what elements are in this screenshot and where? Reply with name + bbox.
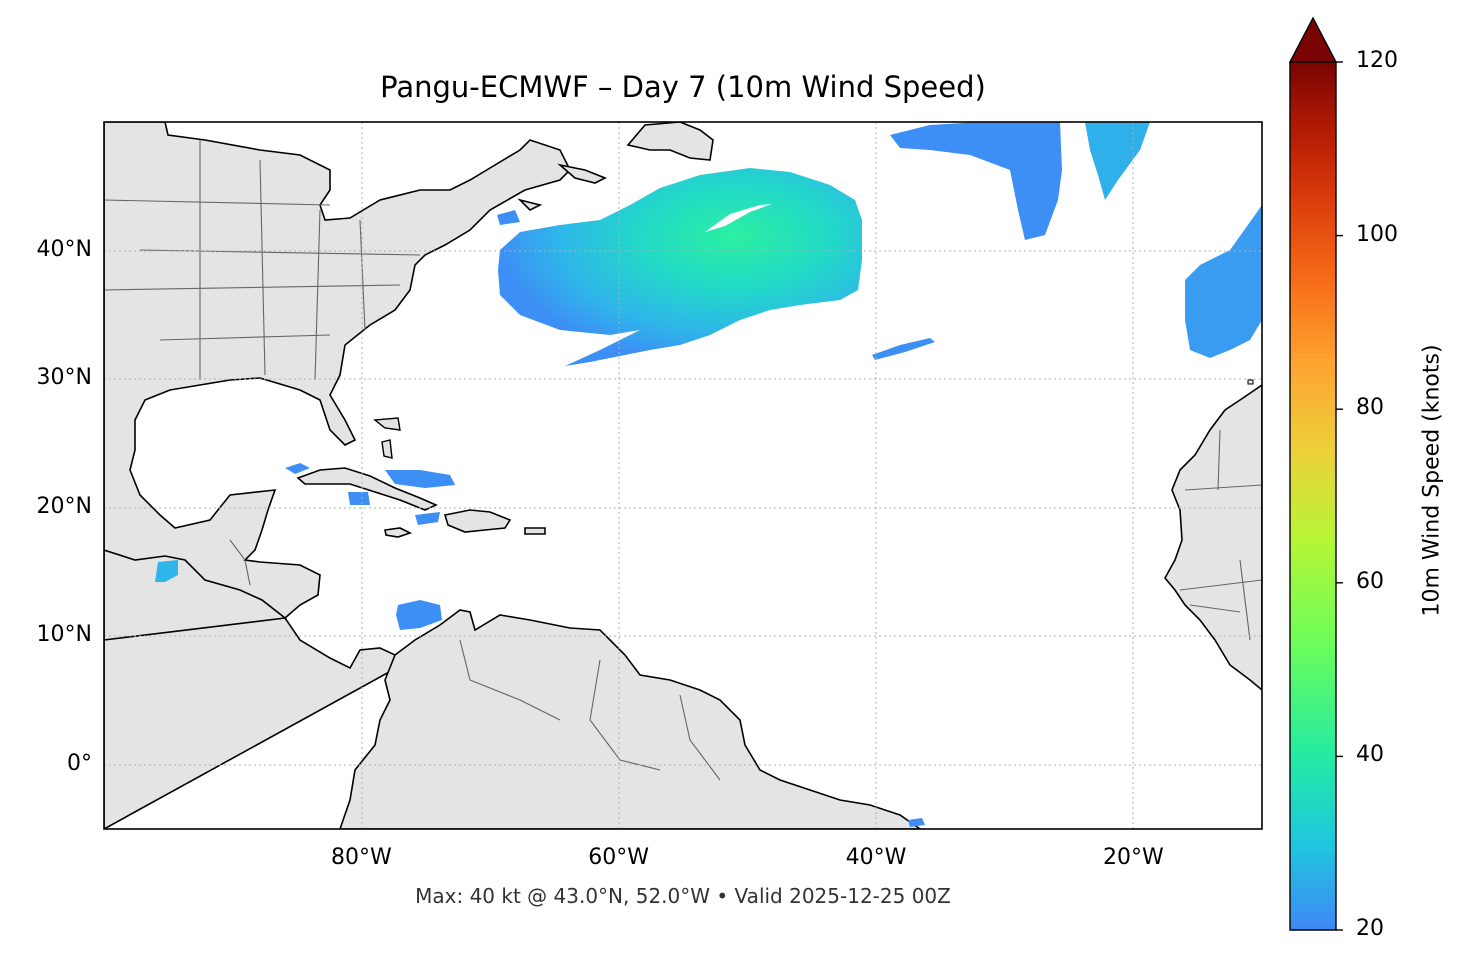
lon-tick-label: 40°W xyxy=(845,845,907,870)
lat-tick-label: 10°N xyxy=(36,622,92,648)
newfoundland-land xyxy=(626,122,714,161)
new-england-wind xyxy=(497,210,520,225)
colorbar-frame xyxy=(1289,62,1337,931)
jamaica-island xyxy=(384,527,413,538)
gridlines xyxy=(104,122,1262,829)
caribbean-wind-3 xyxy=(348,492,370,505)
wind-speed-field xyxy=(155,122,1262,827)
small-wind-patch-1 xyxy=(872,338,935,360)
colorbar-label: 10m Wind Speed (knots) xyxy=(1419,344,1445,617)
colorbar-tick-label: 20 xyxy=(1356,916,1384,941)
east-atlantic-wind-2 xyxy=(1085,122,1150,200)
cyclone-eye-gap xyxy=(705,204,772,232)
lon-tick-label: 80°W xyxy=(330,845,392,870)
south-caribbean-wind xyxy=(396,600,442,630)
caribbean-wind-2 xyxy=(285,463,310,474)
colorbar-tick-label: 100 xyxy=(1356,221,1398,247)
lat-tick-label: 40°N xyxy=(36,236,92,262)
caribbean-wind-1 xyxy=(385,470,455,488)
puerto-rico-island xyxy=(524,527,546,535)
colorbar-tick-label: 40 xyxy=(1356,742,1384,768)
map-layers xyxy=(104,122,1262,829)
map-frame xyxy=(103,121,1263,830)
nova-scotia-land xyxy=(517,163,607,211)
south-atlantic-wind xyxy=(908,818,925,827)
colorbar-tick-label: 120 xyxy=(1356,48,1398,73)
colorbar-tick-label: 60 xyxy=(1356,568,1384,594)
mexico-land xyxy=(104,549,288,641)
lat-tick-label: 0° xyxy=(67,750,92,776)
africa-land xyxy=(1164,384,1262,692)
main-cyclone-wind xyxy=(498,168,862,366)
east-atlantic-wind-1 xyxy=(890,122,1062,240)
chart-title: Pangu-ECMWF – Day 7 (10m Wind Speed) xyxy=(380,70,986,104)
caribbean-wind-4 xyxy=(415,512,440,525)
gulf-tehuantepec-wind xyxy=(155,560,178,582)
canary-islands xyxy=(1247,379,1254,385)
hispaniola-island xyxy=(443,509,512,533)
lon-tick-label: 20°W xyxy=(1102,845,1164,870)
lat-tick-label: 20°N xyxy=(36,493,92,519)
footer-info: Max: 40 kt @ 43.0°N, 52.0°W • Valid 2025… xyxy=(415,884,951,908)
bahamas-islands xyxy=(373,417,401,459)
political-borders xyxy=(104,140,1262,781)
colorbar-gradient xyxy=(1290,62,1336,930)
colorbar xyxy=(1288,16,1343,931)
south-america-land xyxy=(339,609,922,829)
colorbar-tick-label: 80 xyxy=(1356,395,1384,421)
african-coast-wind xyxy=(1185,205,1262,358)
lat-tick-label: 30°N xyxy=(36,365,92,391)
colorbar-extend-arrow xyxy=(1288,16,1338,63)
north-america-land xyxy=(104,122,571,829)
lon-tick-label: 60°W xyxy=(588,845,650,870)
